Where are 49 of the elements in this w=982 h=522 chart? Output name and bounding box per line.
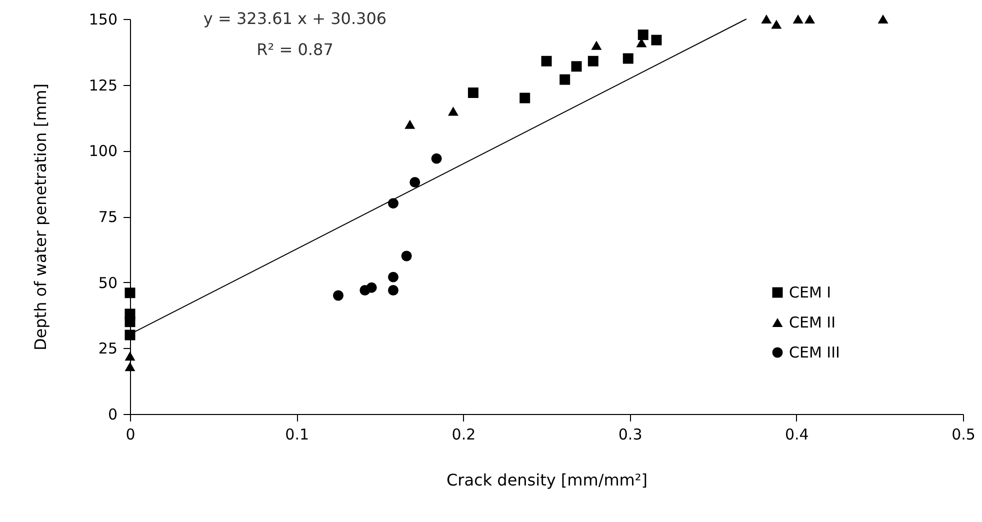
- point: [124, 362, 136, 372]
- point: [520, 92, 530, 104]
- point: [124, 352, 136, 361]
- point: [404, 120, 416, 129]
- point: [431, 153, 442, 164]
- point: [804, 14, 815, 24]
- legend-label: CEM II: [789, 314, 836, 332]
- point: [591, 40, 602, 50]
- y-tick-label: 75: [98, 208, 118, 226]
- point: [333, 290, 344, 301]
- point: [410, 177, 420, 188]
- point: [366, 282, 377, 293]
- point: [638, 30, 648, 40]
- annotation: R² = 0.87: [256, 40, 334, 59]
- x-tick-label: 0.3: [618, 426, 642, 444]
- annotation: y = 323.61 x + 30.306: [203, 9, 387, 28]
- point: [541, 56, 552, 66]
- y-tick-label: 100: [88, 142, 118, 160]
- point: [560, 74, 570, 85]
- point: [588, 56, 598, 66]
- point: [388, 285, 398, 296]
- y-tick-label: 50: [98, 274, 118, 292]
- point: [388, 272, 398, 282]
- point: [124, 288, 136, 298]
- point: [878, 14, 888, 24]
- x-tick-label: 0.2: [452, 426, 476, 444]
- point: [651, 34, 662, 46]
- point: [448, 106, 458, 116]
- y-axis-title: Depth of water penetration [mm]: [30, 83, 50, 351]
- x-tick-label: 0: [126, 426, 136, 444]
- y-tick-label: 0: [108, 406, 118, 424]
- x-tick-label: 0.4: [784, 426, 809, 444]
- point: [771, 20, 782, 29]
- point: [792, 14, 804, 24]
- point: [571, 61, 582, 72]
- point: [388, 198, 398, 209]
- legend-label: CEM I: [789, 284, 832, 302]
- y-tick-label: 125: [88, 76, 118, 94]
- point: [401, 250, 412, 262]
- x-axis-title: Crack density [mm/mm²]: [446, 470, 648, 490]
- y-tick-label: 150: [88, 10, 118, 28]
- legend-label: CEM III: [789, 344, 840, 362]
- point: [622, 53, 634, 64]
- point: [468, 87, 478, 98]
- y-tick-label: 25: [98, 340, 118, 358]
- x-tick-label: 0.5: [952, 426, 976, 444]
- point: [761, 14, 772, 24]
- point: [124, 316, 136, 328]
- x-tick-label: 0.1: [285, 426, 310, 444]
